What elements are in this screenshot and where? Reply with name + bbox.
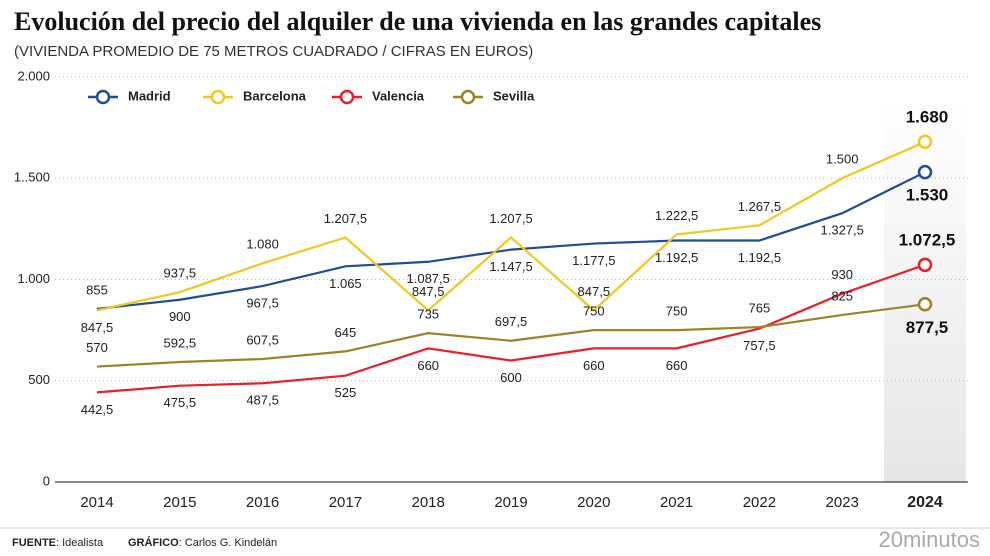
data-label: 765	[749, 301, 771, 316]
data-label: 1.080	[246, 237, 279, 252]
data-label: 660	[417, 358, 439, 373]
series-line	[96, 171, 926, 310]
data-label: 570	[86, 340, 108, 355]
data-label: 475,5	[164, 395, 197, 410]
data-label: 1.327,5	[821, 223, 864, 238]
legend-marker	[95, 89, 111, 105]
data-label: 900	[169, 309, 191, 324]
data-label: 607,5	[246, 332, 279, 347]
data-label: 487,5	[246, 393, 279, 408]
data-label: 1.087,5	[407, 271, 450, 286]
data-label: 1.680	[906, 107, 949, 126]
data-label: 757,5	[743, 338, 776, 353]
x-tick-label: 2024	[907, 494, 943, 511]
legend-marker	[210, 89, 226, 105]
x-tick-label: 2014	[80, 494, 113, 511]
data-label: 847,5	[81, 320, 114, 335]
data-label: 1.267,5	[738, 199, 781, 214]
y-tick-label: 1..500	[14, 170, 50, 185]
data-label: 967,5	[246, 296, 279, 311]
legend-label: Valencia	[372, 88, 425, 103]
data-label: 1.500	[826, 152, 859, 167]
data-label: 525	[335, 385, 357, 400]
x-tick-label: 2023	[826, 494, 859, 511]
x-tick-label: 2020	[577, 494, 610, 511]
data-label: 1.065	[329, 276, 362, 291]
legend-label: Barcelona	[243, 88, 307, 103]
x-tick-label: 2019	[494, 494, 527, 511]
data-label: 442,5	[81, 402, 114, 417]
y-tick-label: 2.000	[17, 68, 50, 83]
x-tick-label: 2018	[412, 494, 445, 511]
highlight-band	[884, 100, 966, 482]
x-tick-label: 2017	[329, 494, 362, 511]
data-label: 645	[335, 325, 357, 340]
end-marker	[917, 134, 933, 150]
end-marker	[917, 257, 933, 273]
end-marker	[917, 164, 933, 180]
y-tick-label: 1.000	[17, 271, 50, 286]
x-tick-label: 2021	[660, 494, 693, 511]
data-label: 1.222,5	[655, 208, 698, 223]
legend-marker	[339, 89, 355, 105]
footer-source: FUENTE: Idealista	[12, 537, 104, 549]
data-label: 750	[666, 304, 688, 319]
data-label: 1.072,5	[899, 230, 956, 249]
data-label: 877,5	[906, 318, 949, 337]
legend-marker	[460, 89, 476, 105]
data-label: 1.530	[906, 186, 949, 205]
x-tick-label: 2015	[163, 494, 196, 511]
data-label: 660	[583, 358, 605, 373]
data-label: 697,5	[495, 314, 528, 329]
data-label: 660	[666, 358, 688, 373]
data-label: 735	[417, 307, 439, 322]
data-label: 855	[86, 282, 108, 297]
y-tick-label: 0	[43, 473, 50, 488]
data-label: 592,5	[164, 335, 197, 350]
data-label: 1.207,5	[324, 211, 367, 226]
data-label: 1.147,5	[489, 259, 532, 274]
legend-label: Madrid	[128, 88, 171, 103]
end-marker	[917, 297, 933, 312]
logo: 20minutos	[878, 527, 980, 552]
data-label: 1.192,5	[738, 250, 781, 265]
data-label: 1.177,5	[572, 253, 615, 268]
data-label: 825	[831, 288, 853, 303]
y-tick-label: 500	[28, 372, 50, 387]
legend-label: Sevilla	[493, 88, 535, 103]
data-label: 1.192,5	[655, 250, 698, 265]
x-tick-label: 2016	[246, 494, 279, 511]
x-tick-label: 2022	[743, 494, 776, 511]
footer-credit: GRÁFICO: Carlos G. Kindelán	[128, 536, 277, 549]
series-line	[96, 303, 926, 368]
data-label: 1.207,5	[489, 211, 532, 226]
data-label: 930	[831, 267, 853, 282]
data-label: 847,5	[578, 284, 611, 299]
data-label: 750	[583, 304, 605, 319]
data-label: 937,5	[164, 266, 197, 281]
series-line	[96, 263, 926, 394]
data-label: 847,5	[412, 284, 445, 299]
chart-subtitle: (VIVIENDA PROMEDIO DE 75 METROS CUADRADO…	[14, 43, 533, 60]
data-label: 600	[500, 370, 522, 385]
chart-title: Evolución del precio del alquiler de una…	[14, 7, 821, 36]
series-line	[96, 140, 926, 312]
